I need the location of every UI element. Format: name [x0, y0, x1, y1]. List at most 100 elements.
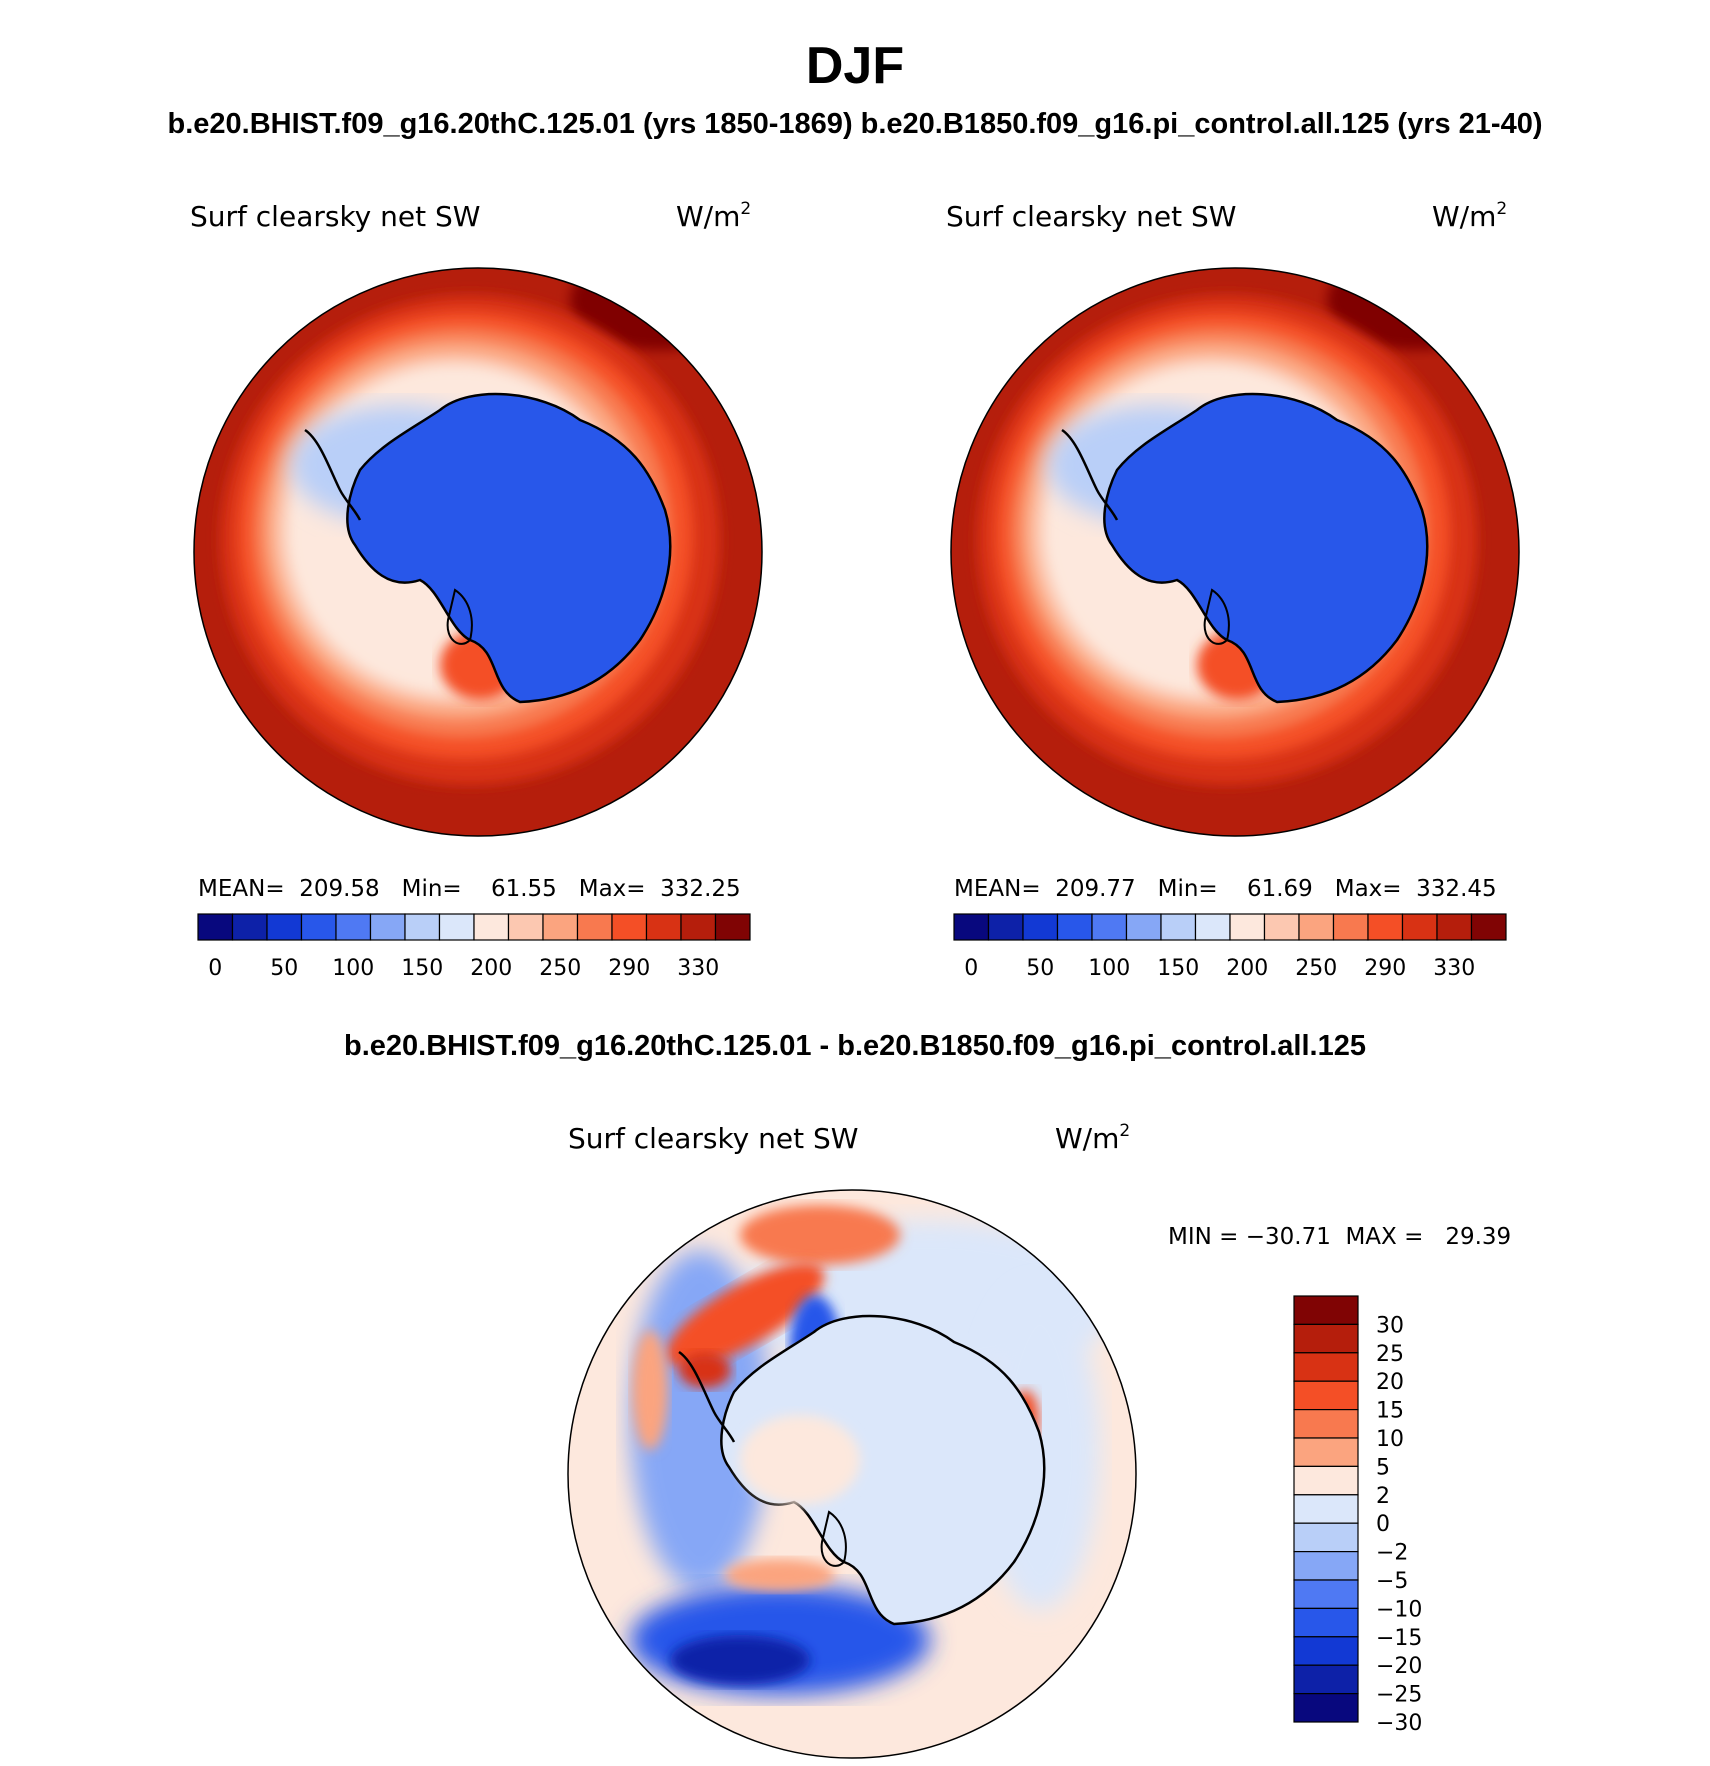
panel-3: Surf clearsky net SW W/m2 [567, 1121, 1511, 1759]
colorbar-label: 2 [1376, 1484, 1390, 1509]
colorbar-label: 0 [1376, 1512, 1390, 1537]
panel-2-units: W/m2 [1432, 199, 1507, 233]
colorbar-swatch [1263, 913, 1300, 941]
colorbar-label: 30 [1376, 1313, 1404, 1338]
colorbar-swatch [1293, 1465, 1359, 1496]
colorbar-swatch [1332, 913, 1369, 941]
colorbar-label: 290 [1364, 956, 1406, 981]
panel-2-colorbar: 0 50 100 150 200 250 290 330 [953, 913, 1507, 981]
colorbar-swatch [1293, 1636, 1359, 1666]
panel-3-units: W/m2 [1055, 1121, 1130, 1155]
colorbar-swatch [1401, 913, 1438, 941]
panel-3-stats: MIN = −30.71 MAX = 29.39 [1168, 1224, 1511, 1250]
colorbar-swatch [1056, 913, 1093, 941]
panel-1-map [193, 267, 763, 837]
colorbar-label: 250 [1295, 956, 1337, 981]
colorbar-swatch [1293, 1664, 1359, 1695]
colorbar-label: 100 [332, 956, 374, 981]
colorbar-swatch [1367, 913, 1404, 941]
colorbar-swatch [1293, 1295, 1359, 1325]
colorbar-swatch [680, 913, 717, 941]
colorbar-label: 100 [1088, 956, 1130, 981]
panel-1-colorbar: 0 50 100 150 200 250 290 330 [197, 913, 751, 981]
colorbar-label: 25 [1376, 1342, 1404, 1367]
colorbar-label: 250 [539, 956, 581, 981]
colorbar-label: 0 [964, 956, 978, 981]
colorbar-swatch [1293, 1579, 1359, 1609]
colorbar-swatch [542, 913, 579, 941]
colorbar-swatch [1293, 1408, 1359, 1439]
figure-title: DJF [805, 37, 905, 95]
colorbar-swatch [1194, 913, 1231, 941]
panel-2-variable: Surf clearsky net SW [946, 200, 1236, 233]
colorbar-swatch [231, 913, 268, 941]
colorbar-swatch [438, 913, 475, 941]
colorbar-swatch [1293, 1550, 1359, 1581]
colorbar-label: 330 [1433, 956, 1475, 981]
colorbar-swatch [1293, 1607, 1359, 1638]
colorbar-swatch [1470, 913, 1507, 941]
colorbar-swatch [1293, 1522, 1359, 1553]
colorbar-label: 5 [1376, 1455, 1390, 1480]
colorbar-swatch [300, 913, 337, 941]
panel-3-variable: Surf clearsky net SW [568, 1122, 858, 1155]
colorbar-label: −10 [1376, 1597, 1422, 1622]
colorbar-swatch [197, 913, 234, 941]
colorbar-label: 20 [1376, 1370, 1404, 1395]
colorbar-swatch [369, 913, 406, 941]
colorbar-swatch [1298, 913, 1335, 941]
colorbar-label: 50 [270, 956, 298, 981]
colorbar-swatch [714, 913, 751, 941]
colorbar-swatch [266, 913, 303, 941]
colorbar-swatch [987, 913, 1024, 941]
panel-1: Surf clearsky net SW W/m2 MEAN= [190, 199, 763, 981]
colorbar-label: 200 [1226, 956, 1268, 981]
colorbar-label: −15 [1376, 1626, 1422, 1651]
panel-2-map [950, 267, 1520, 837]
colorbar-label: 150 [1157, 956, 1199, 981]
colorbar-label: 0 [208, 956, 222, 981]
panel-1-variable: Surf clearsky net SW [190, 200, 480, 233]
panel-1-units: W/m2 [676, 199, 751, 233]
colorbar-swatch [576, 913, 613, 941]
panel-2: Surf clearsky net SW W/m2 MEAN= 209.77 [946, 199, 1520, 981]
panel-1-stats: MEAN= 209.58 Min= 61.55 Max= 332.25 [198, 876, 741, 902]
colorbar-swatch [1022, 913, 1059, 941]
colorbar-label: −25 [1376, 1683, 1422, 1708]
difference-title: b.e20.BHIST.f09_g16.20thC.125.01 - b.e20… [344, 1030, 1366, 1062]
colorbar-label: 330 [677, 956, 719, 981]
colorbar-swatch [1293, 1692, 1359, 1723]
colorbar-swatch [473, 913, 510, 941]
colorbar-label: −20 [1376, 1654, 1422, 1679]
colorbar-label: −2 [1376, 1541, 1408, 1566]
panel-2-stats: MEAN= 209.77 Min= 61.69 Max= 332.45 [954, 876, 1497, 902]
colorbar-swatch [1293, 1437, 1359, 1467]
figure-subtitle: b.e20.BHIST.f09_g16.20thC.125.01 (yrs 18… [167, 108, 1543, 140]
colorbar-swatch [611, 913, 648, 941]
colorbar-label: 200 [470, 956, 512, 981]
colorbar-label: −30 [1376, 1711, 1422, 1736]
colorbar-swatch [507, 913, 544, 941]
colorbar-swatch [1293, 1352, 1359, 1382]
colorbar-swatch [1160, 913, 1197, 941]
colorbar-label: 150 [401, 956, 443, 981]
colorbar-label: 50 [1026, 956, 1054, 981]
panel-3-map [567, 1189, 1137, 1759]
colorbar-swatch [1229, 913, 1266, 941]
colorbar-swatch [1436, 913, 1473, 941]
colorbar-swatch [1293, 1494, 1359, 1524]
colorbar-swatch [645, 913, 682, 941]
colorbar-swatch [1091, 913, 1128, 941]
colorbar-swatch [1125, 913, 1162, 941]
colorbar-label: 10 [1376, 1427, 1404, 1452]
colorbar-swatch [953, 913, 990, 941]
colorbar-label: 290 [608, 956, 650, 981]
colorbar-swatch [404, 913, 441, 941]
colorbar-swatch [1293, 1380, 1359, 1411]
colorbar-swatch [335, 913, 372, 941]
colorbar-label: 15 [1376, 1399, 1404, 1424]
colorbar-swatch [1293, 1323, 1359, 1354]
colorbar-label: −5 [1376, 1569, 1408, 1594]
